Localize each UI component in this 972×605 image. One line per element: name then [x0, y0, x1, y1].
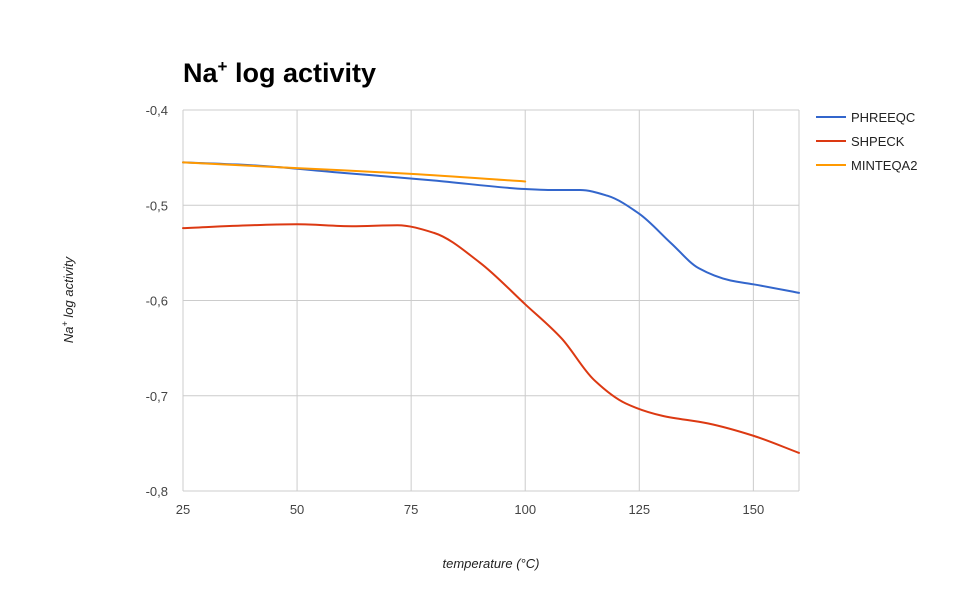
- series-lines: [182, 161, 800, 454]
- chart-title-sup: +: [218, 57, 228, 76]
- legend-label-shpeck: SHPECK: [851, 134, 905, 149]
- series-line-phreeqc: [182, 161, 800, 294]
- grid: [182, 109, 800, 492]
- x-tick-label: 50: [290, 502, 304, 517]
- series-line-shpeck: [182, 223, 800, 454]
- x-tick-label: 25: [176, 502, 190, 517]
- y-tick-label: -0,8: [146, 484, 168, 499]
- y-axis-ticks: -0,4 -0,5 -0,6 -0,7 -0,8: [146, 103, 168, 499]
- y-axis-title-sup: +: [60, 321, 70, 326]
- x-axis-ticks: 25 50 75 100 125 150: [176, 502, 764, 517]
- legend-label-phreeqc: PHREEQC: [851, 110, 915, 125]
- series-line-minteqa2: [182, 161, 527, 183]
- y-axis-title: Na+ log activity: [60, 255, 76, 343]
- y-tick-label: -0,7: [146, 389, 168, 404]
- y-axis-title-main: Na: [61, 326, 76, 343]
- x-tick-label: 125: [628, 502, 650, 517]
- y-tick-label: -0,4: [146, 103, 168, 118]
- x-axis-title: temperature (°C): [443, 556, 540, 571]
- x-tick-label: 75: [404, 502, 418, 517]
- y-axis-title-rest: log activity: [61, 255, 76, 321]
- y-tick-label: -0,5: [146, 198, 168, 213]
- legend-label-minteqa2: MINTEQA2: [851, 158, 917, 173]
- x-tick-label: 150: [743, 502, 765, 517]
- chart-title: Na+ log activity: [183, 57, 376, 88]
- y-tick-label: -0,6: [146, 294, 168, 309]
- chart-title-main: Na: [183, 58, 218, 88]
- x-tick-label: 100: [514, 502, 536, 517]
- chart-title-group: Na+ log activity: [183, 57, 376, 88]
- legend: PHREEQC SHPECK MINTEQA2: [816, 110, 917, 173]
- chart-title-rest: log activity: [227, 58, 376, 88]
